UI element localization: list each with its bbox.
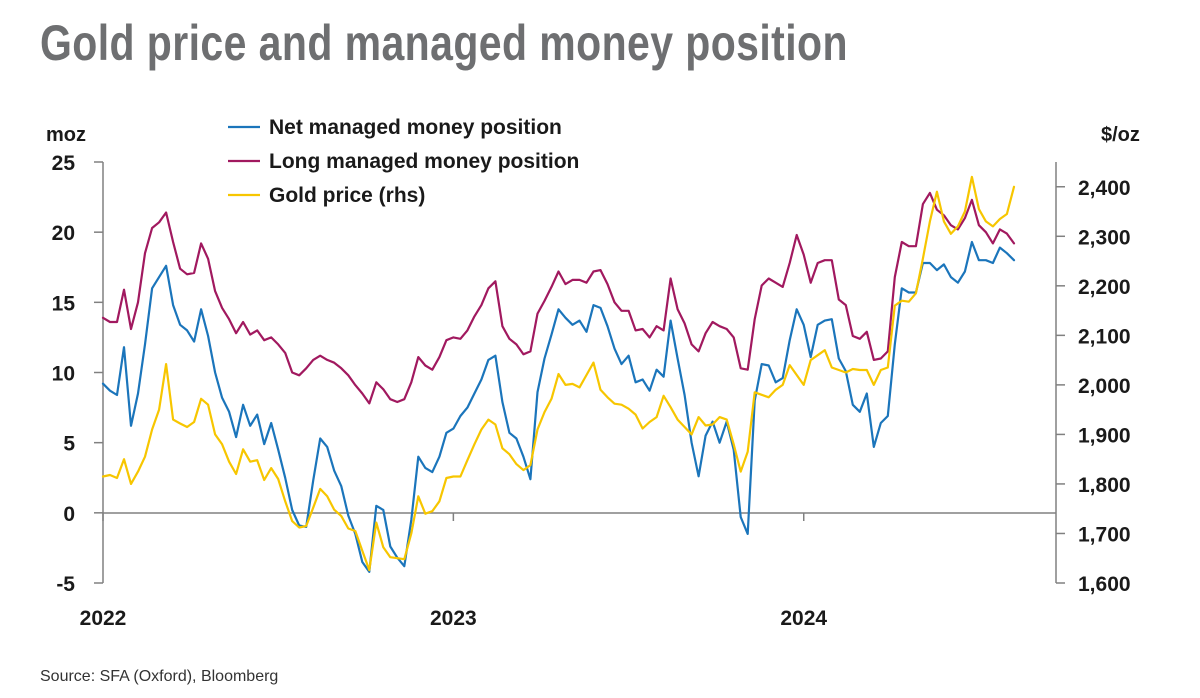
- left-axis-tick-label: 25: [52, 152, 76, 175]
- legend-label-gold: Gold price (rhs): [269, 184, 425, 207]
- source-note: Source: SFA (Oxford), Bloomberg: [40, 668, 279, 685]
- left-axis-tick-label: 10: [52, 363, 75, 386]
- right-axis-tick-label: 1,700: [1078, 523, 1131, 546]
- legend: Net managed money position Long managed …: [228, 116, 579, 207]
- legend-label-net: Net managed money position: [269, 116, 562, 139]
- right-axis: 1,600 1,700 1,800 1,900 2,000 2,100 2,200 2,300…: [1055, 162, 1131, 596]
- chart-title: Gold price and managed money position: [40, 15, 848, 71]
- right-axis-tick-label: 1,600: [1078, 573, 1131, 596]
- x-axis-ticks: 2022 2023 2024: [80, 513, 827, 630]
- x-axis-tick-label: 2023: [430, 607, 477, 630]
- left-axis-tick-label: 20: [52, 222, 75, 245]
- right-axis-tick-label: 2,400: [1078, 177, 1131, 200]
- left-axis-tick-label: 15: [52, 292, 76, 315]
- x-axis: 2022 2023 2024: [80, 512, 1056, 630]
- left-axis-tick-label: -5: [56, 573, 75, 596]
- long-position-line: [101, 191, 1016, 405]
- left-axis-tick-label: 0: [63, 503, 75, 526]
- right-axis-tick-label: 1,800: [1078, 474, 1131, 497]
- legend-label-long: Long managed money position: [269, 150, 579, 173]
- left-axis: -5 0 5 10 15 20 25: [52, 152, 104, 596]
- right-axis-unit: $/oz: [1101, 124, 1140, 146]
- x-axis-tick-label: 2022: [80, 607, 127, 630]
- net-position-line: [101, 240, 1016, 573]
- gold-price-line: [101, 175, 1016, 572]
- right-axis-tick-label: 2,000: [1078, 375, 1131, 398]
- left-axis-tick-label: 5: [63, 433, 75, 456]
- series-lines: [101, 175, 1016, 573]
- left-axis-unit: moz: [46, 124, 86, 146]
- right-axis-tick-label: 2,100: [1078, 325, 1131, 348]
- right-axis-tick-label: 2,300: [1078, 226, 1131, 249]
- left-axis-ticks: -5 0 5 10 15 20 25: [52, 152, 103, 596]
- right-axis-tick-label: 1,900: [1078, 424, 1131, 447]
- right-axis-ticks: 1,600 1,700 1,800 1,900 2,000 2,100 2,200 2,300…: [1056, 177, 1131, 596]
- right-axis-tick-label: 2,200: [1078, 276, 1131, 299]
- x-axis-tick-label: 2024: [780, 607, 827, 630]
